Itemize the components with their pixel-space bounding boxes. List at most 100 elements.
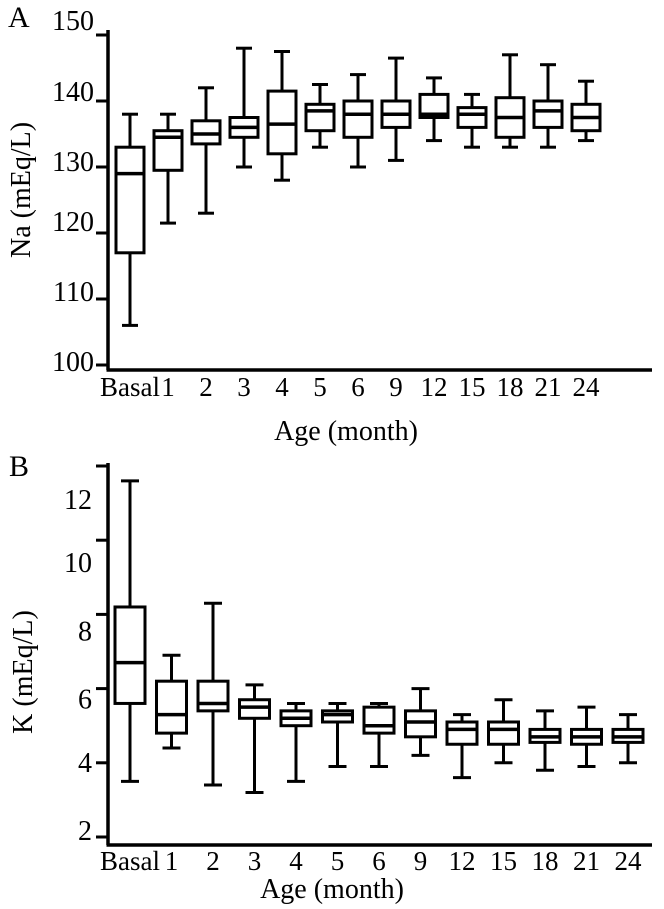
y-tick-label: 100 (52, 347, 94, 378)
x-axis-title: Age (month) (260, 874, 404, 905)
x-category-label: 15 (459, 372, 486, 402)
x-category-label: Basal (100, 372, 160, 402)
panel-b-label: B (9, 450, 30, 483)
iqr-box (196, 679, 230, 713)
box-plot-12 (445, 713, 479, 780)
iqr-box (418, 92, 450, 120)
x-category-label: 12 (421, 372, 448, 402)
y-tick-140: 140 (52, 77, 108, 108)
y-tick-12: 12 (64, 464, 108, 516)
box-plot-9 (404, 687, 437, 757)
axes (106, 30, 652, 372)
box-plot-24 (611, 713, 645, 765)
x-category-label: 2 (199, 372, 213, 402)
y-axis-title: Na (mEq/L) (6, 122, 37, 258)
y-tick-10: 10 (64, 538, 108, 579)
iqr-box (155, 679, 188, 735)
iqr-box (342, 99, 374, 139)
iqr-box (113, 605, 147, 705)
x-category-label: 2 (206, 846, 220, 876)
y-tick-label: 4 (78, 748, 92, 779)
box-plot-18 (528, 709, 562, 772)
box-plot-15 (487, 698, 520, 765)
y-tick-2: 2 (78, 816, 108, 847)
x-category-label: 1 (161, 372, 175, 402)
x-category-label: 24 (615, 846, 643, 876)
x-category-label: 18 (497, 372, 524, 402)
box-plot-24 (570, 79, 602, 143)
x-category-label: 21 (573, 846, 600, 876)
box-plot-9 (380, 56, 412, 162)
x-category-label: 24 (573, 372, 601, 402)
iqr-box (362, 705, 396, 735)
box-plot-21 (532, 63, 564, 149)
iqr-box (304, 102, 336, 133)
axes (106, 463, 652, 847)
y-tick-130: 130 (52, 147, 108, 178)
y-tick-label: 130 (52, 147, 94, 178)
box-plot-6 (362, 701, 396, 769)
iqr-box (238, 698, 271, 720)
x-category-label: Basal (100, 846, 160, 876)
box-plot-15 (456, 92, 488, 149)
y-tick-150: 150 (52, 6, 108, 37)
x-category-label: 4 (275, 372, 289, 402)
iqr-box (532, 99, 564, 129)
box-plot-Basal (113, 479, 147, 783)
y-tick-120: 120 (52, 207, 108, 238)
x-axis-title: Age (month) (274, 416, 418, 447)
y-tick-label: 150 (52, 6, 94, 37)
y-tick-label: 12 (64, 485, 92, 516)
y-tick-label: 140 (52, 77, 94, 108)
y-tick-100: 100 (52, 347, 108, 378)
iqr-box (404, 709, 437, 739)
box-plot-5 (321, 701, 354, 769)
x-category-label: 12 (449, 846, 476, 876)
x-category-label: 6 (372, 846, 386, 876)
x-category-label: 9 (414, 846, 428, 876)
x-category-label: 5 (331, 846, 345, 876)
x-category-label: 6 (351, 372, 365, 402)
x-category-label: 1 (165, 846, 179, 876)
box-plot-1 (152, 112, 184, 225)
y-tick-6: 6 (78, 685, 108, 716)
y-axis-title: K (mEq/L) (8, 610, 39, 734)
x-category-label: 15 (490, 846, 517, 876)
iqr-box (456, 106, 488, 129)
iqr-box (487, 720, 520, 746)
box-plot-3 (228, 46, 260, 169)
y-tick-label: 8 (78, 616, 92, 647)
y-tick-label: 2 (78, 816, 92, 847)
x-category-label: 3 (237, 372, 251, 402)
box-plot-4 (279, 701, 313, 783)
x-category-label: 9 (389, 372, 403, 402)
box-plot-4 (266, 50, 298, 182)
box-plot-2 (196, 601, 230, 787)
iqr-box (114, 145, 146, 255)
box-plot-1 (155, 653, 188, 750)
panel-a-label: A (8, 1, 30, 34)
box-plot-Basal (114, 112, 146, 327)
box-plot-12 (418, 76, 450, 143)
y-tick-4: 4 (78, 748, 108, 779)
iqr-box (445, 720, 479, 746)
y-tick-8: 8 (78, 612, 108, 647)
box-plot-2 (190, 86, 222, 215)
y-tick-label: 6 (78, 685, 92, 716)
box-plot-6 (342, 73, 374, 169)
x-category-label: 3 (248, 846, 262, 876)
y-tick-label: 110 (53, 277, 94, 308)
box-plot-18 (494, 53, 526, 149)
box-plot-5 (304, 83, 336, 149)
box-plot-3 (238, 683, 271, 794)
x-category-label: 5 (313, 372, 327, 402)
x-category-label: 4 (289, 846, 303, 876)
y-tick-label: 10 (64, 548, 92, 579)
x-category-label: 21 (535, 372, 562, 402)
box-plot-21 (570, 705, 603, 769)
y-tick-label: 120 (52, 207, 94, 238)
x-category-label: 18 (532, 846, 559, 876)
